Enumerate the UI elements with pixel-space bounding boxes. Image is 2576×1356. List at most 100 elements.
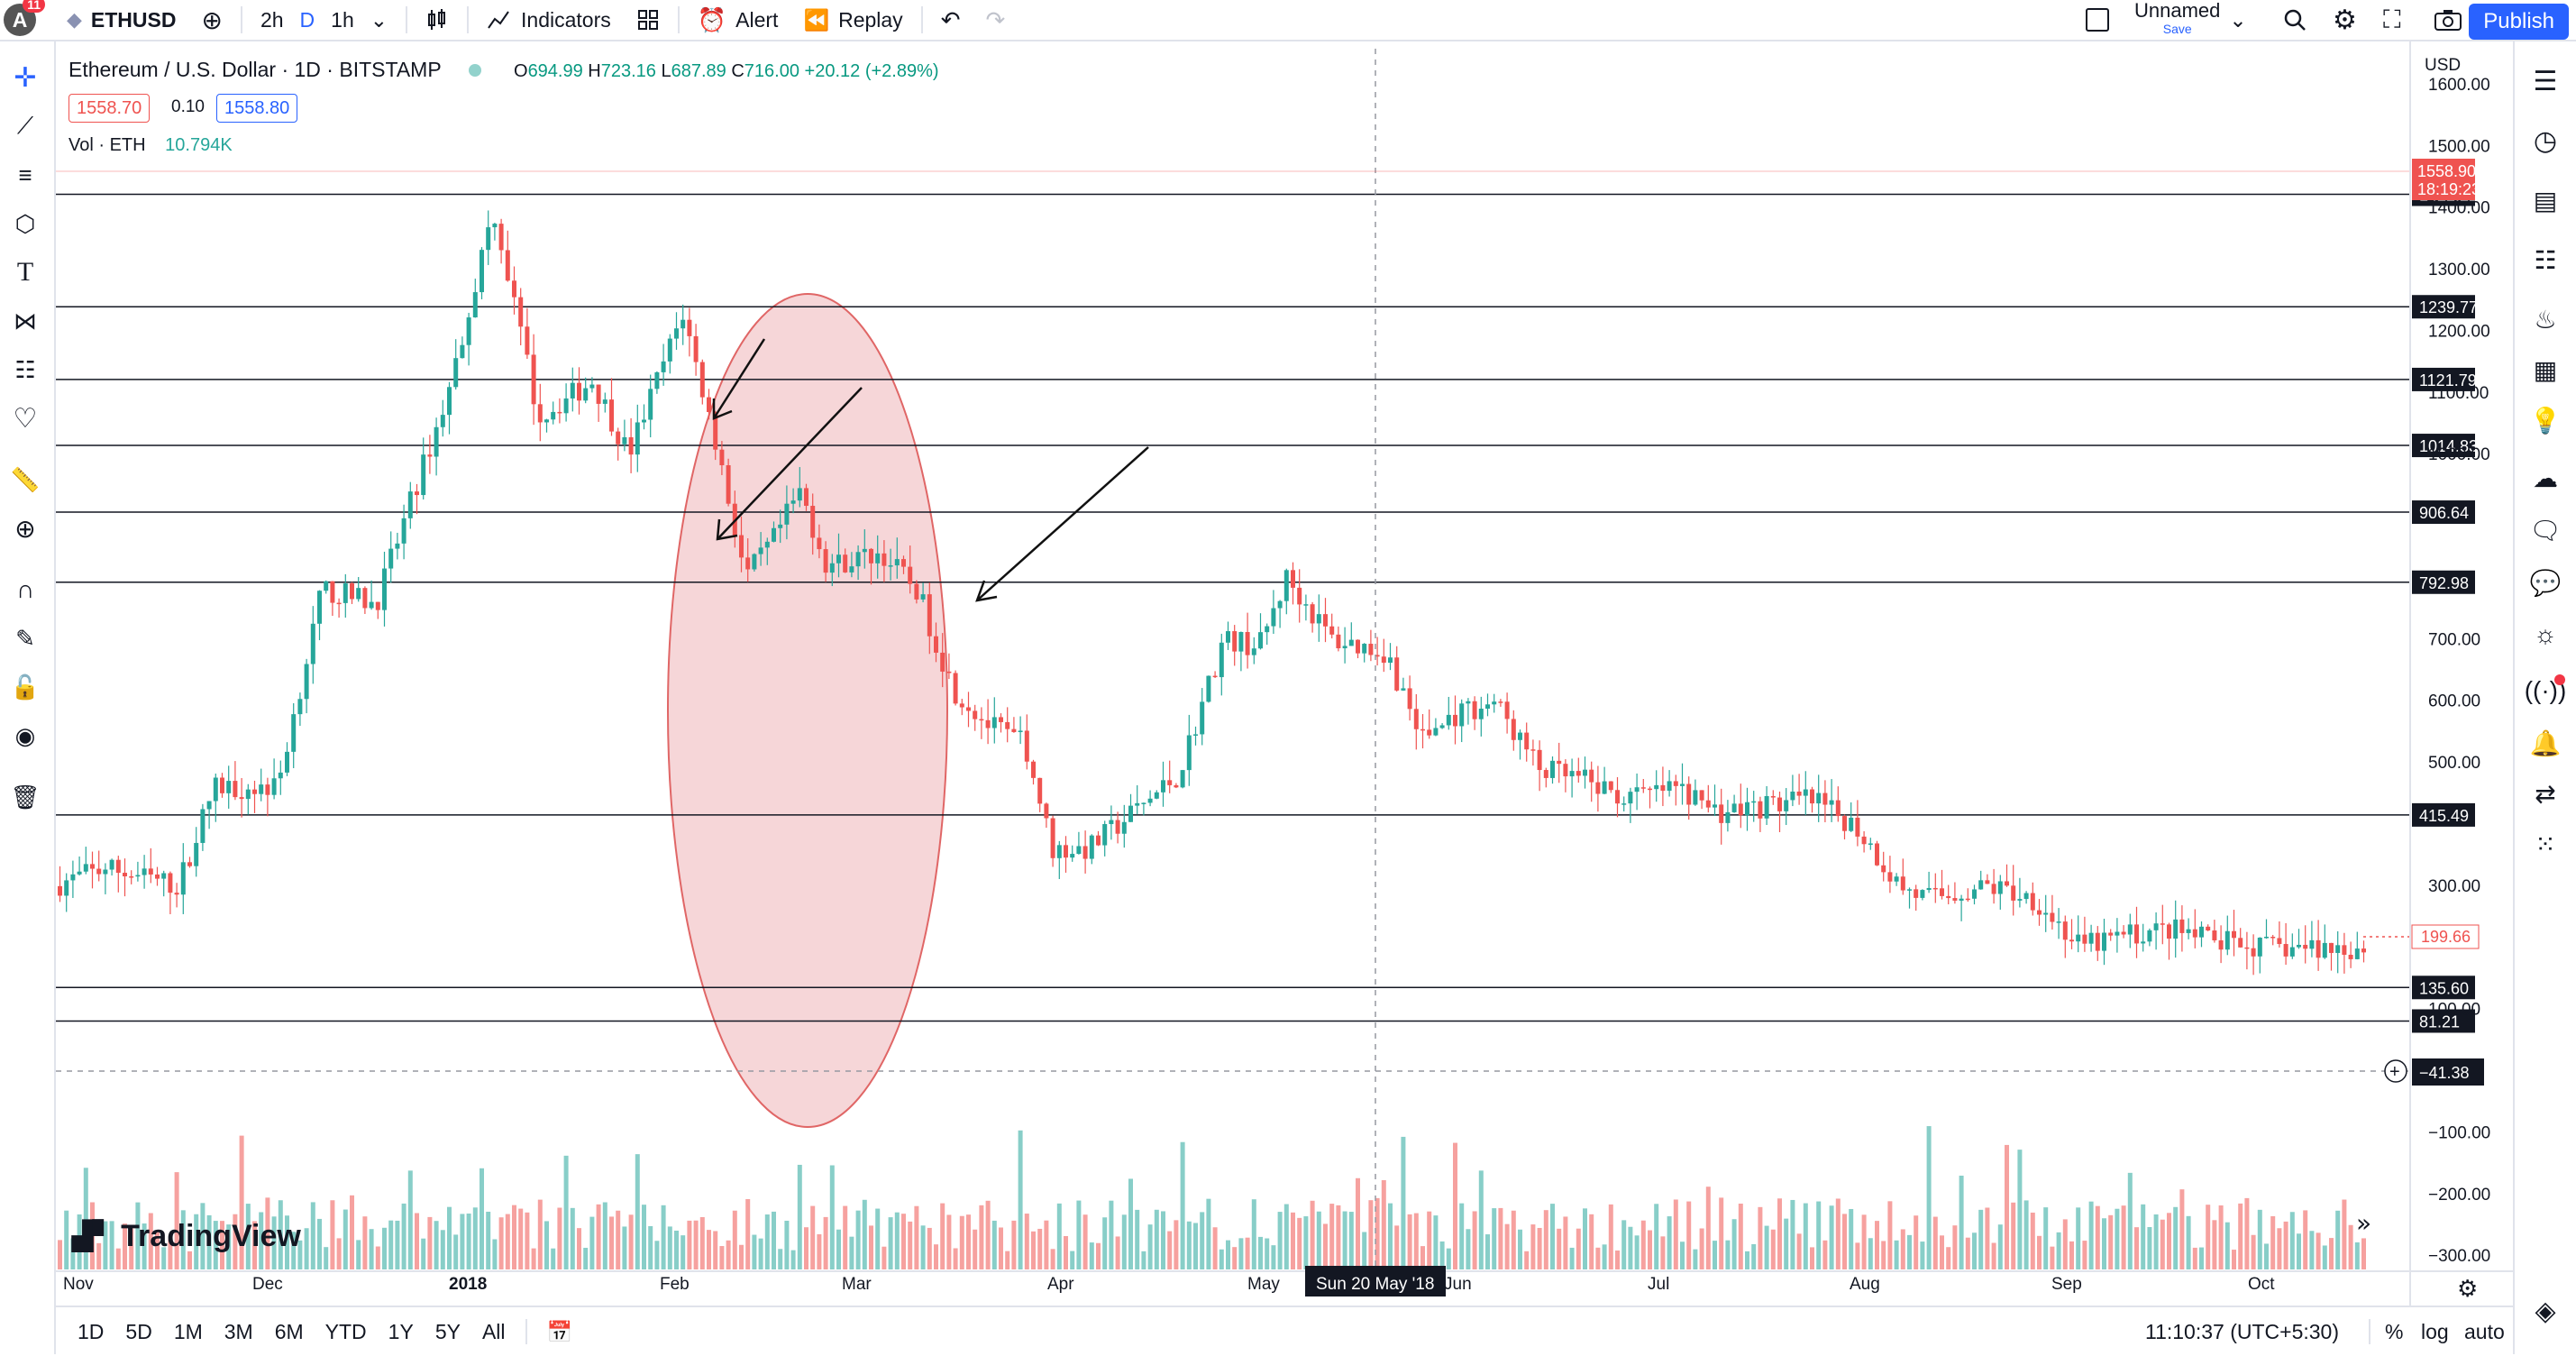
layout-select[interactable]: Unnamed Save ⌄ <box>2073 0 2260 40</box>
interval-2h[interactable]: 2h <box>260 7 284 32</box>
messages-button[interactable]: 💬 <box>2526 563 2565 602</box>
range-all[interactable]: All <box>481 1319 506 1343</box>
order-panel-button[interactable]: ⇄ <box>2526 774 2565 813</box>
remove-drawings-tool[interactable]: 🗑 <box>7 779 43 815</box>
time-axis[interactable]: Nov Dec 2018 Feb Mar Apr May Jun Jul Aug Sep Oct <box>63 1275 2275 1294</box>
stay-in-drawing-tool[interactable]: ✎ <box>7 620 43 656</box>
candle-body <box>226 781 232 793</box>
text-tool[interactable]: T <box>7 254 43 290</box>
price-axis[interactable]: 1700.001600.001500.001400.001300.001200.… <box>2428 41 2490 1266</box>
layers-button[interactable]: ◈ <box>2526 1291 2565 1331</box>
zoom-tool[interactable]: ⊕ <box>7 510 43 546</box>
range-1y[interactable]: 1Y <box>388 1319 414 1343</box>
buy-button[interactable]: 1558.80 <box>216 94 298 123</box>
time-axis-settings-icon[interactable]: ⚙ <box>2457 1276 2478 1303</box>
change-value: +20.12 (+2.89%) <box>804 61 939 81</box>
settings-button[interactable]: ⚙ <box>2320 0 2370 40</box>
data-window-button[interactable]: ☷ <box>2526 240 2565 279</box>
notifications-button[interactable]: 🔔 <box>2526 723 2565 763</box>
live-button[interactable]: ((·)) <box>2525 671 2566 710</box>
percent-toggle[interactable]: % <box>2385 1319 2404 1343</box>
clock-time[interactable]: 11:10:37 (UTC+5:30) <box>2145 1319 2339 1343</box>
lock-drawings-tool[interactable]: 🔓 <box>7 669 43 705</box>
log-toggle[interactable]: log <box>2421 1319 2449 1343</box>
measure-settings-tool[interactable]: ☷ <box>7 352 43 388</box>
range-ytd[interactable]: YTD <box>324 1319 367 1343</box>
volume-bar <box>869 1225 873 1269</box>
snapshot-button[interactable] <box>2421 0 2475 40</box>
replay-button[interactable]: ⏪ Replay <box>803 7 903 32</box>
chart-legend[interactable]: Ethereum / U.S. Dollar · 1D · BITSTAMP <box>69 58 481 82</box>
magnet-tool[interactable]: ∩ <box>7 572 43 608</box>
volume-bar <box>1822 1240 1828 1269</box>
user-avatar[interactable]: A 11 <box>4 0 45 36</box>
search-button[interactable] <box>2270 0 2320 40</box>
sell-button[interactable]: 1558.70 <box>69 94 151 123</box>
volume-bar <box>2127 1172 2133 1269</box>
pattern-tool[interactable]: ⬡ <box>7 206 43 242</box>
favorites-tool[interactable]: ♡ <box>7 400 43 436</box>
time-tick-label: 2018 <box>449 1275 487 1294</box>
watchlist-button[interactable]: ☰ <box>2526 61 2565 101</box>
fib-tool[interactable]: ≡ <box>7 157 43 193</box>
range-5y[interactable]: 5Y <box>434 1319 461 1343</box>
price-chart[interactable]: 1422.221239.771121.791014.83906.64792.98… <box>56 41 2513 1306</box>
candle-body <box>453 358 459 388</box>
volume-bar <box>1167 1231 1173 1269</box>
trend-line-tool[interactable]: ⟋ <box>7 108 43 144</box>
range-1d[interactable]: 1D <box>78 1319 105 1343</box>
news-button[interactable]: ▤ <box>2526 180 2565 220</box>
dom-button[interactable]: ⁙ <box>2526 824 2565 864</box>
hotlists-button[interactable]: ♨ <box>2526 299 2565 339</box>
prediction-tool[interactable]: ⋈ <box>7 303 43 339</box>
volume-bar <box>460 1214 465 1269</box>
range-1m[interactable]: 1M <box>173 1319 203 1343</box>
fullscreen-button[interactable]: ⛶ <box>2370 0 2414 40</box>
volume-bar <box>278 1200 283 1269</box>
chats-button[interactable]: 🗨 <box>2526 510 2565 550</box>
range-3m[interactable]: 3M <box>224 1319 253 1343</box>
candle-body <box>1751 801 1757 803</box>
currency-label[interactable]: USD <box>2425 56 2461 75</box>
symbol-search[interactable]: ◆ ETHUSD <box>54 0 188 40</box>
volume-bar <box>1329 1204 1335 1269</box>
candle-body <box>882 553 887 566</box>
compare-button[interactable]: ⊕ <box>188 0 234 40</box>
ideas-button[interactable]: 💡 <box>2526 400 2565 440</box>
range-6m[interactable]: 6M <box>274 1319 304 1343</box>
publish-button[interactable]: Publish <box>2469 4 2569 40</box>
ruler-tool[interactable]: 📏 <box>7 462 43 498</box>
calendar-button[interactable]: ▦ <box>2526 350 2565 389</box>
crosshair-tool[interactable]: ✛ <box>7 60 43 96</box>
interval-dropdown[interactable]: ⌄ <box>358 0 400 40</box>
tradingview-logo[interactable]: ▟▘ TradingView <box>72 1219 301 1253</box>
candle-body <box>1044 803 1049 819</box>
candle-body <box>1835 800 1841 817</box>
pattern-icon: ⬡ <box>14 209 36 237</box>
goto-date-button[interactable]: 📅 <box>536 1320 584 1344</box>
candle-body <box>1842 816 1847 831</box>
interval-1h[interactable]: 1h <box>331 7 354 32</box>
indicators-button[interactable]: Indicators <box>474 0 624 40</box>
scroll-to-latest-icon[interactable]: » <box>2356 1208 2371 1238</box>
alert-button[interactable]: ⏰ Alert <box>697 5 779 33</box>
candle-body <box>1537 749 1542 771</box>
add-alert-icon[interactable] <box>2384 1059 2407 1083</box>
volume-bar <box>1932 1216 1938 1269</box>
chart-type-button[interactable] <box>413 0 461 40</box>
range-5d[interactable]: 5D <box>125 1319 152 1343</box>
templates-button[interactable] <box>624 0 672 40</box>
hide-drawings-tool[interactable]: ◉ <box>7 718 43 754</box>
auto-toggle[interactable]: auto <box>2464 1319 2505 1343</box>
redo-button[interactable]: ↷ <box>973 0 1018 40</box>
volume-bar <box>920 1225 926 1269</box>
undo-button[interactable]: ↶ <box>928 0 973 40</box>
arrow-2 <box>717 387 863 540</box>
tech-help-button[interactable]: ☼ <box>2526 615 2565 655</box>
streams-button[interactable]: ☁ <box>2526 458 2565 498</box>
volume-bar <box>1180 1141 1185 1269</box>
alerts-button[interactable]: ◷ <box>2526 121 2565 160</box>
volume-bar <box>1537 1227 1542 1269</box>
candle-body <box>2329 942 2334 953</box>
interval-d[interactable]: D <box>299 7 315 32</box>
